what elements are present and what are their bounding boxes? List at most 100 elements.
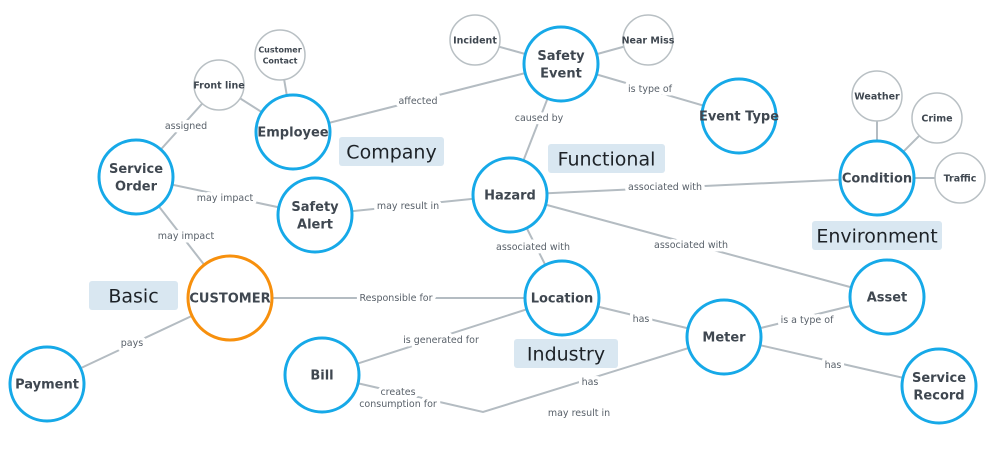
node-customer[interactable]: CUSTOMER <box>186 254 274 342</box>
edge-label: assigned <box>165 121 207 132</box>
node-label: Front line <box>193 80 244 91</box>
node-circle <box>523 259 601 337</box>
node-label: Location <box>531 292 594 307</box>
category-box <box>514 339 618 368</box>
node-label: Customer <box>258 45 301 54</box>
node-circle <box>254 93 332 171</box>
node-label: Safety <box>537 49 585 64</box>
edge-hazard-asset <box>509 194 888 298</box>
node-circle <box>276 176 354 254</box>
node-safety_alert[interactable]: Safety Alert <box>276 176 354 254</box>
category-basic: Basic <box>89 281 178 310</box>
node-label: Weather <box>854 91 900 102</box>
node-service_order[interactable]: Service Order <box>97 138 175 216</box>
node-circle <box>838 139 916 217</box>
node-circle <box>449 14 501 66</box>
node-label: Asset <box>867 291 908 306</box>
node-label: Safety <box>291 200 339 215</box>
node-payment[interactable]: Payment <box>8 345 86 423</box>
node-circle <box>471 156 549 234</box>
node-circle <box>848 258 926 336</box>
node-label: Meter <box>702 331 746 346</box>
edge-hazard-condition <box>509 177 878 196</box>
node-circle <box>97 138 175 216</box>
category-label: Industry <box>527 344 605 366</box>
node-circle <box>900 347 978 425</box>
category-environment: Environment <box>812 221 942 250</box>
node-condition[interactable]: Condition <box>838 139 916 217</box>
edge-label: is generated for <box>403 335 479 346</box>
nodes-layer: Employee Customer Contact Front line Service… <box>8 14 986 425</box>
node-crime[interactable]: Crime <box>911 92 963 144</box>
categories-layer: Company Functional Environment Basic Industr… <box>89 137 942 368</box>
edge-label: may result in <box>548 408 610 419</box>
node-label: Incident <box>453 35 497 46</box>
edge-label: is type of <box>628 84 673 95</box>
node-asset[interactable]: Asset <box>848 258 926 336</box>
edge-label: consumption for <box>359 399 437 410</box>
node-safety_event[interactable]: Safety Event <box>522 25 600 103</box>
category-industry: Industry <box>514 339 618 368</box>
edge-label: has <box>582 377 599 388</box>
edge-labels-layer: assigned affected is type of caused by may i… <box>117 81 845 423</box>
category-box <box>812 221 942 250</box>
category-label: Company <box>346 142 436 164</box>
edge-bill-location <box>321 297 563 376</box>
node-circle <box>254 29 306 81</box>
edge-label: pays <box>121 338 143 349</box>
category-label: Functional <box>558 149 656 171</box>
node-label: Traffic <box>944 173 977 184</box>
category-label: Environment <box>816 226 937 248</box>
edge-label: creates <box>380 387 415 398</box>
node-hazard[interactable]: Hazard <box>471 156 549 234</box>
node-label: Service <box>109 162 163 177</box>
node-service_record[interactable]: Service Record <box>900 347 978 425</box>
node-event_type[interactable]: Event Type <box>699 77 779 155</box>
node-label: Crime <box>921 113 952 124</box>
node-near_miss[interactable]: Near Miss <box>622 14 675 66</box>
node-circle <box>851 70 903 122</box>
category-label: Basic <box>108 286 158 308</box>
node-employee[interactable]: Employee <box>254 93 332 171</box>
node-label: Bill <box>310 369 333 384</box>
node-label: Event <box>540 66 582 81</box>
edge-label: affected <box>398 96 437 107</box>
node-weather[interactable]: Weather <box>851 70 903 122</box>
node-circle <box>911 92 963 144</box>
node-circle <box>934 152 986 204</box>
node-front_line[interactable]: Front line <box>193 59 245 111</box>
node-location[interactable]: Location <box>523 259 601 337</box>
edge-label: caused by <box>515 113 564 124</box>
category-functional: Functional <box>548 144 665 173</box>
node-meter[interactable]: Meter <box>685 298 763 376</box>
node-circle <box>283 336 361 414</box>
edge-label: may result in <box>377 201 439 212</box>
node-label: Condition <box>842 172 912 187</box>
edge-label: is a type of <box>781 315 835 326</box>
node-incident[interactable]: Incident <box>449 14 501 66</box>
node-label: Employee <box>257 126 328 141</box>
node-label: Event Type <box>699 110 779 125</box>
node-customer_contact[interactable]: Customer Contact <box>254 29 306 81</box>
node-circle <box>8 345 86 423</box>
node-bill[interactable]: Bill <box>283 336 361 414</box>
node-label: Service <box>912 371 966 386</box>
category-company: Company <box>339 137 444 166</box>
edge-label: may impact <box>158 231 215 242</box>
edge-label: associated with <box>628 182 702 193</box>
node-label: Alert <box>297 217 333 232</box>
node-traffic[interactable]: Traffic <box>934 152 986 204</box>
node-circle <box>522 25 600 103</box>
edge-bill-meter <box>321 336 725 414</box>
category-box <box>89 281 178 310</box>
node-label: Record <box>913 388 964 403</box>
edge-label: Responsible for <box>359 293 432 304</box>
node-circle <box>622 14 674 66</box>
node-label: CUSTOMER <box>189 292 270 307</box>
node-circle <box>186 254 274 342</box>
category-box <box>548 144 665 173</box>
edge-label: has <box>633 314 650 325</box>
node-circle <box>193 59 245 111</box>
edge-employee-safety_event <box>292 63 562 133</box>
